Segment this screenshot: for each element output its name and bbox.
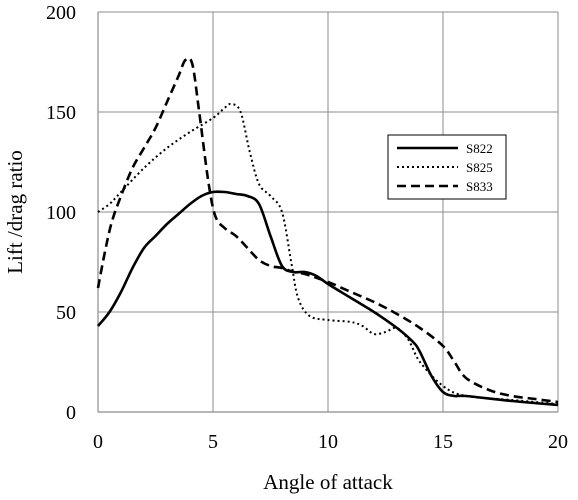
y-tick-label: 50 [56, 302, 76, 324]
y-tick-label: 150 [46, 102, 76, 124]
legend-label-s822: S822 [466, 141, 493, 156]
y-tick-label: 100 [46, 202, 76, 224]
x-tick-label: 5 [208, 431, 218, 453]
y-axis-title: Lift /drag ratio [3, 150, 27, 274]
series-lines [96, 56, 559, 407]
legend: S822 S825 S833 [387, 134, 507, 200]
x-tick-label: 0 [93, 431, 103, 453]
legend-label-s833: S833 [466, 179, 493, 194]
x-tick-label: 15 [433, 431, 453, 453]
grid-lines [97, 11, 559, 413]
y-tick-label: 200 [46, 2, 76, 24]
y-tick-label: 0 [66, 402, 76, 424]
series-line-s833 [96, 56, 559, 404]
x-tick-label: 10 [318, 431, 338, 453]
x-axis-title: Angle of attack [263, 470, 393, 494]
x-tick-label: 20 [548, 431, 568, 453]
legend-label-s825: S825 [466, 160, 493, 175]
